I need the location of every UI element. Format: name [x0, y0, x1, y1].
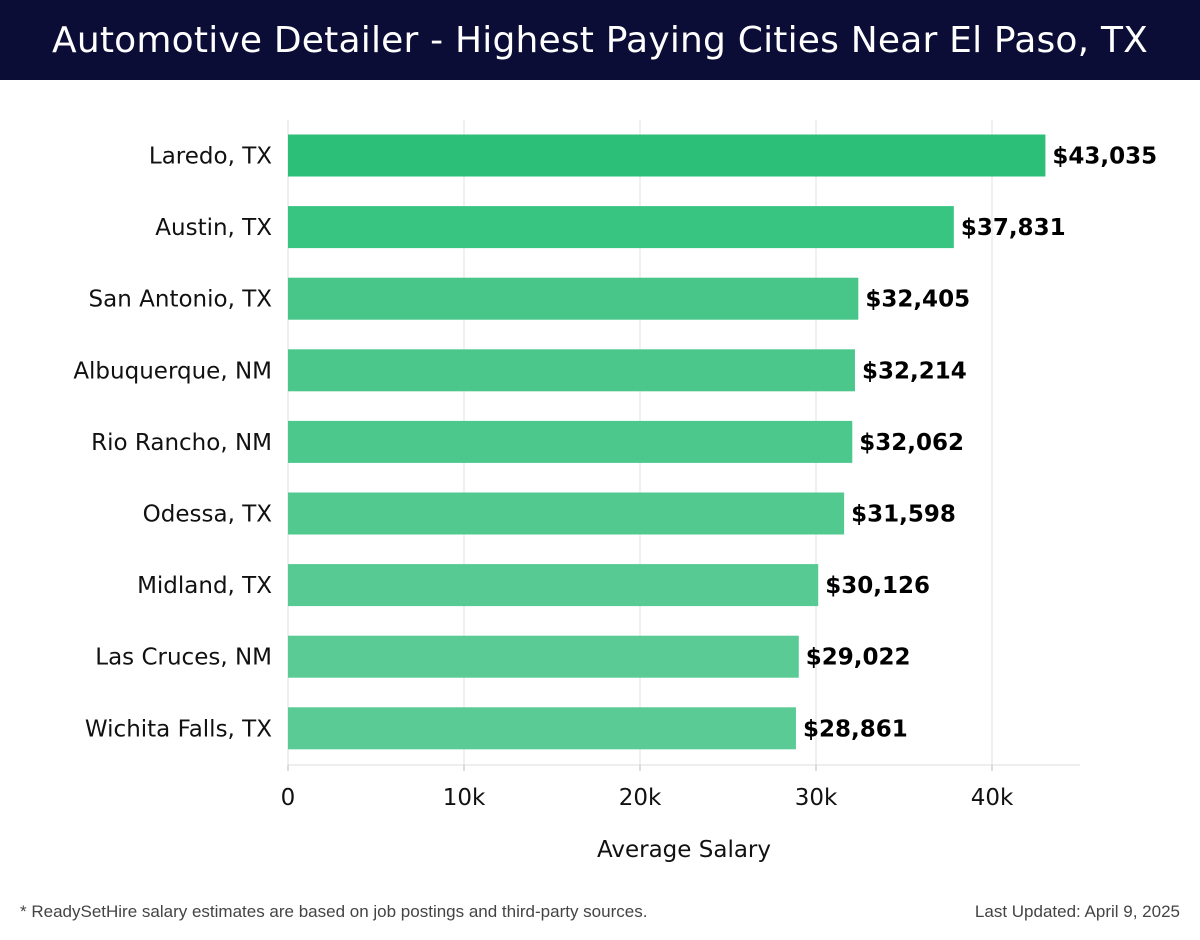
x-tick-label: 0	[281, 785, 296, 811]
data-label: $28,861	[803, 716, 908, 742]
x-tick-label: 40k	[971, 785, 1014, 811]
category-label: Rio Rancho, NM	[91, 430, 272, 456]
chart-header: Automotive Detailer - Highest Paying Cit…	[0, 0, 1200, 80]
data-label: $43,035	[1052, 144, 1157, 170]
bar-chart: 0 10k 20k 30k 40k Average Salary Laredo, TX $43…	[73, 120, 1157, 863]
data-label: $29,022	[806, 645, 911, 671]
category-label: Laredo, TX	[149, 144, 272, 170]
data-label: $37,831	[961, 215, 1066, 241]
category-label: Las Cruces, NM	[95, 645, 272, 671]
category-label: Austin, TX	[155, 215, 272, 241]
bar	[288, 349, 855, 392]
category-label: Wichita Falls, TX	[85, 716, 272, 742]
last-updated: Last Updated: April 9, 2025	[974, 902, 1180, 921]
x-tick-label: 10k	[443, 785, 486, 811]
category-label: Odessa, TX	[143, 502, 273, 528]
x-axis-label: Average Salary	[597, 837, 771, 863]
bar	[288, 707, 796, 750]
data-label: $32,214	[862, 358, 967, 384]
category-label: Albuquerque, NM	[73, 358, 272, 384]
footer-note: * ReadySetHire salary estimates are base…	[20, 902, 648, 921]
x-tick-label: 20k	[619, 785, 662, 811]
data-label: $31,598	[851, 502, 956, 528]
bar	[288, 277, 859, 320]
bar	[288, 564, 819, 607]
category-label: Midland, TX	[137, 573, 272, 599]
bar	[288, 420, 853, 463]
bar	[288, 492, 845, 535]
chart-title: Automotive Detailer - Highest Paying Cit…	[52, 19, 1148, 61]
bar	[288, 134, 1046, 177]
bar	[288, 635, 799, 678]
x-tick-label: 30k	[795, 785, 838, 811]
data-label: $30,126	[825, 573, 930, 599]
data-label: $32,405	[865, 287, 970, 313]
bar	[288, 206, 954, 249]
category-label: San Antonio, TX	[89, 287, 273, 313]
data-label: $32,062	[859, 430, 964, 456]
